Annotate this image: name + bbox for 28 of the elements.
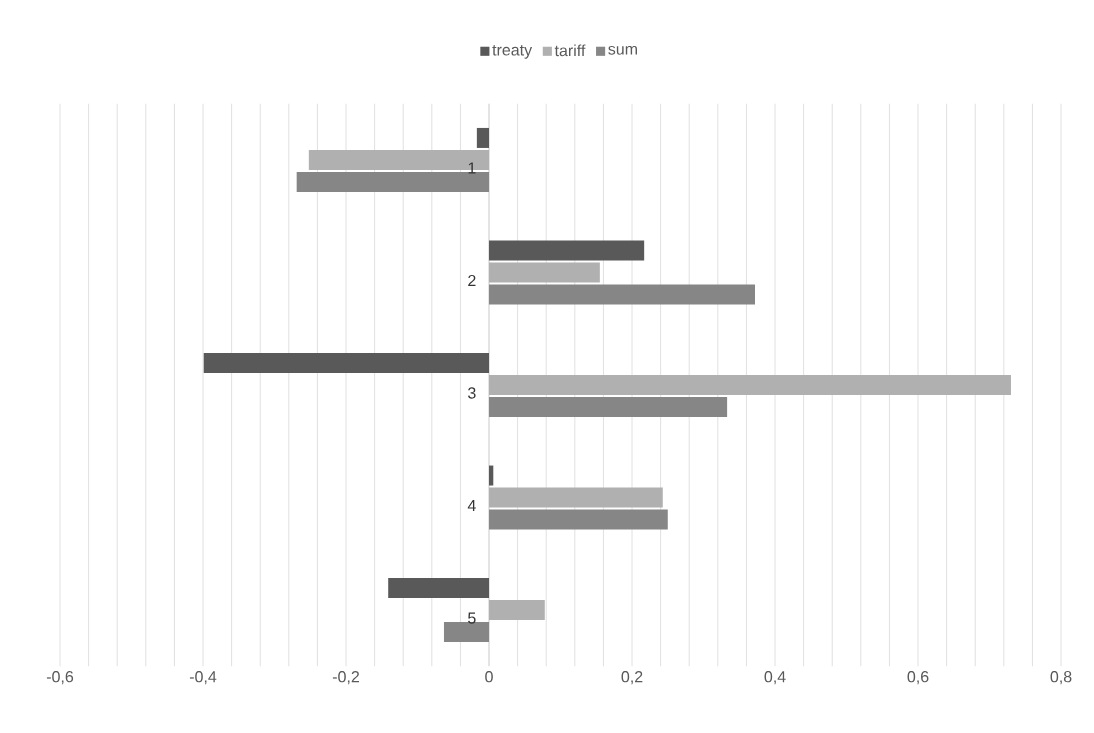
bar — [489, 375, 1011, 396]
x-tick-label: 0,8 — [1050, 671, 1072, 685]
bar — [388, 578, 490, 599]
y-tick-label: 2 — [468, 274, 476, 287]
bar — [489, 262, 600, 283]
bar — [476, 127, 490, 148]
y-tick-label: 4 — [467, 500, 476, 512]
x-tick-label: 0 — [485, 671, 493, 683]
bar — [489, 487, 663, 508]
bar — [489, 284, 755, 305]
legend-label: treaty — [492, 45, 533, 59]
legend-label: tariff — [554, 44, 586, 57]
x-tick-label: 0,4 — [764, 671, 786, 685]
bar — [489, 465, 494, 486]
y-tick-label: 5 — [468, 612, 476, 624]
bar — [489, 397, 728, 418]
x-tick-label: -0,4 — [189, 671, 217, 685]
bar — [489, 509, 668, 530]
bar — [489, 600, 545, 621]
x-tick-label: -0,6 — [46, 671, 74, 685]
bar — [203, 353, 490, 374]
bar — [443, 622, 490, 643]
y-tick-label: 3 — [468, 387, 476, 399]
x-tick-label: 0,6 — [907, 671, 929, 685]
x-tick-label: -0,2 — [332, 671, 359, 685]
legend-label: sum — [608, 45, 637, 55]
bar — [489, 240, 645, 261]
x-tick-label: 0,2 — [621, 671, 643, 685]
